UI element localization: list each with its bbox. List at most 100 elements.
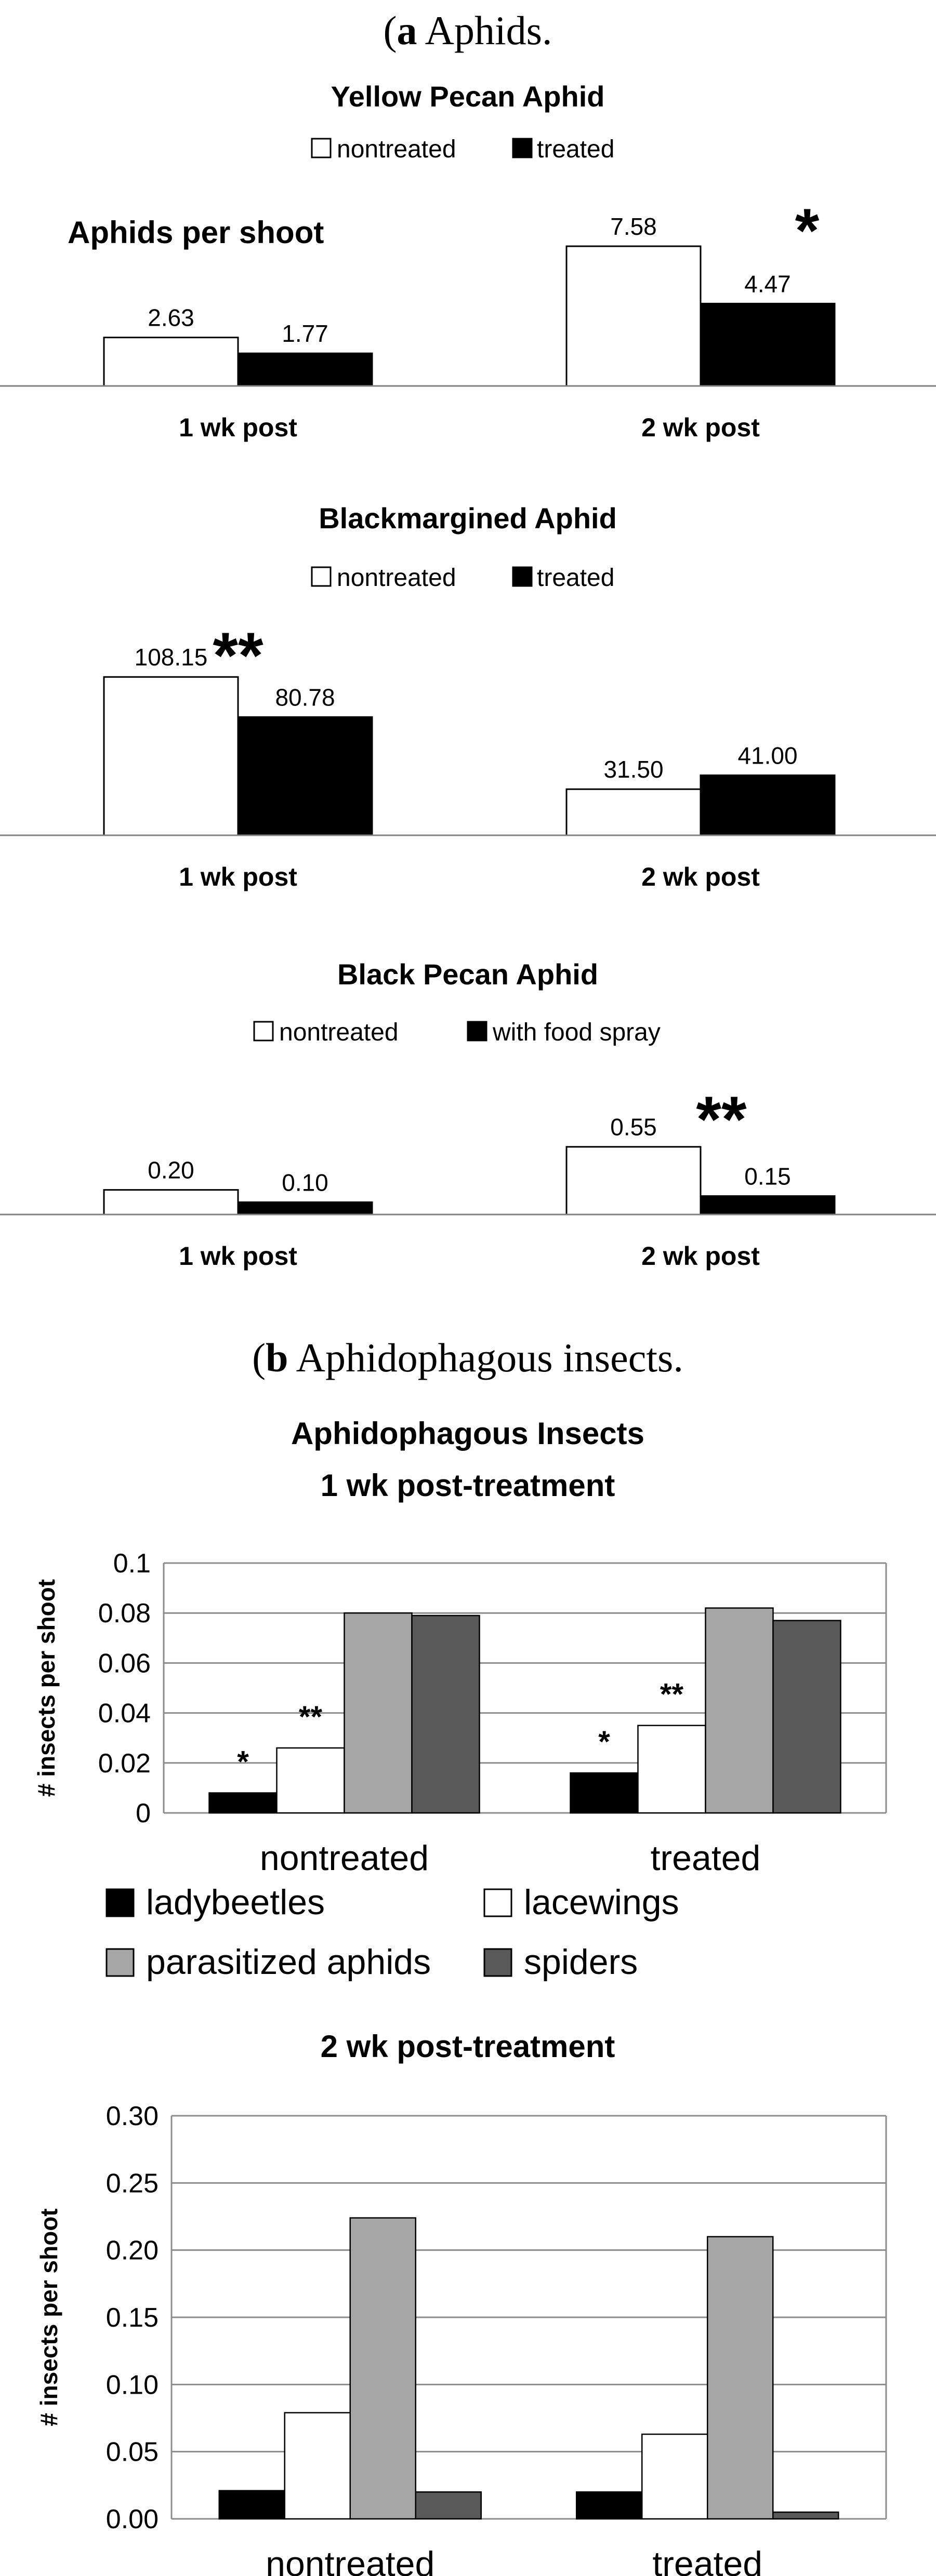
data-label: 1.77 xyxy=(282,320,328,347)
significance-marker: ** xyxy=(696,1084,747,1156)
legend-swatch-nontreated xyxy=(311,138,332,158)
section-a-letter: a xyxy=(397,8,417,53)
chart-title: Yellow Pecan Aphid xyxy=(331,80,605,113)
bar-treated-1 xyxy=(700,774,836,836)
bar-nontreated-0 xyxy=(103,676,239,836)
legend-label-ladybeetles: ladybeetles xyxy=(146,1883,325,1922)
bar-ladybeetles-0 xyxy=(218,2490,285,2520)
legend-swatch-treated xyxy=(512,566,533,587)
legend-label-parasitized-aphids: parasitized aphids xyxy=(146,1942,431,1982)
yellow-pecan-aphid-chart: Yellow Pecan Aphid Aphids per shoot nontre… xyxy=(0,80,936,442)
bar-nontreated-0 xyxy=(103,337,239,387)
significance-marker: * xyxy=(795,196,820,265)
y-tick-label: 0.06 xyxy=(98,1648,151,1678)
chart-title: 2 wk post-treatment xyxy=(321,2029,615,2064)
legend-label-nontreated: nontreated xyxy=(279,1019,399,1046)
y-tick-label: 0.25 xyxy=(106,2168,159,2198)
category-label: 2 wk post xyxy=(641,862,760,891)
y-tick-label: 0.30 xyxy=(106,2101,159,2131)
bar-ladybeetles-1 xyxy=(570,1772,639,1814)
section-a-heading: (a Aphids. xyxy=(383,8,552,53)
data-label: 7.58 xyxy=(610,213,657,240)
y-tick-label: 0.15 xyxy=(106,2303,159,2333)
bar-lacewings-1 xyxy=(637,1725,706,1814)
data-label: 41.00 xyxy=(737,742,797,769)
significance-marker: ** xyxy=(299,1700,323,1734)
chart-title: Black Pecan Aphid xyxy=(337,958,598,991)
significance-marker: * xyxy=(598,1725,610,1759)
bar-spiders-0 xyxy=(415,2491,482,2520)
y-tick-label: 0.1 xyxy=(113,1549,151,1579)
legend-swatch-spiders xyxy=(483,1948,512,1977)
section-b-letter: b xyxy=(266,1335,288,1380)
y-tick-label: 0 xyxy=(136,1798,151,1828)
chart-subtitle: 1 wk post-treatment xyxy=(321,1468,615,1503)
legend-swatch-with-food-spray xyxy=(467,1021,487,1042)
bar-spiders-1 xyxy=(772,1620,841,1814)
blackmargined-aphid-chart: Blackmargined Aphid nontreated treated 108.… xyxy=(0,502,936,891)
legend-label-spiders: spiders xyxy=(524,1942,638,1982)
category-label: 1 wk post xyxy=(179,413,297,442)
significance-marker: ** xyxy=(213,620,263,692)
legend-swatch-ladybeetles xyxy=(106,1888,135,1917)
y-tick-label: 0.02 xyxy=(98,1749,151,1779)
data-label: 80.78 xyxy=(275,684,335,711)
aphidophagous-1wk-chart: Aphidophagous Insects 1 wk post-treatment… xyxy=(33,1416,887,1982)
bar-ladybeetles-0 xyxy=(208,1792,278,1814)
category-label: treated xyxy=(651,1838,761,1878)
category-label: treated xyxy=(652,2544,762,2576)
section-b-heading: (b Aphidophagous insects. xyxy=(252,1335,683,1380)
bar-lacewings-0 xyxy=(276,1747,345,1814)
section-b-text: Aphidophagous insects. xyxy=(288,1335,683,1380)
legend-swatch-parasitized-aphids xyxy=(106,1948,135,1977)
y-tick-label: 0.00 xyxy=(106,2504,159,2534)
data-label: 0.55 xyxy=(610,1114,657,1141)
legend-label-nontreated: nontreated xyxy=(337,136,456,163)
bar-parasitized-aphids-0 xyxy=(344,1612,413,1814)
data-label: 31.50 xyxy=(603,756,663,783)
bar-nontreated-1 xyxy=(565,245,702,387)
section-a-text: Aphids. xyxy=(417,8,552,53)
significance-marker: * xyxy=(237,1745,249,1779)
bar-spiders-1 xyxy=(772,2511,839,2520)
bar-with-food-spray-1 xyxy=(700,1195,836,1216)
data-label: 0.15 xyxy=(744,1163,791,1190)
y-tick-label: 0.04 xyxy=(98,1699,151,1729)
bar-spiders-0 xyxy=(411,1614,480,1814)
bar-parasitized-aphids-1 xyxy=(705,1607,774,1814)
bar-nontreated-0 xyxy=(103,1189,239,1216)
category-label: 2 wk post xyxy=(641,413,760,442)
legend-swatch-nontreated xyxy=(311,566,332,587)
data-label: 0.20 xyxy=(148,1157,194,1184)
y-tick-label: 0.08 xyxy=(98,1598,151,1629)
chart-title: Aphidophagous Insects xyxy=(291,1416,644,1451)
category-label: 2 wk post xyxy=(641,1242,760,1271)
aphidophagous-2wk-chart: 2 wk post-treatment 0.00 0.05 0.10 0.15 0.20 0… xyxy=(35,2029,887,2576)
bar-with-food-spray-0 xyxy=(237,1201,373,1216)
category-label: 1 wk post xyxy=(179,1242,297,1271)
y-axis-label: Aphids per shoot xyxy=(68,215,324,250)
bar-treated-0 xyxy=(237,352,373,387)
y-axis-label: # insects per shoot xyxy=(35,2208,62,2426)
category-label: 1 wk post xyxy=(179,862,297,891)
legend-label-treated: treated xyxy=(537,564,614,592)
black-pecan-aphid-chart: Black Pecan Aphid nontreated with food spr… xyxy=(0,958,936,1271)
legend-label-nontreated: nontreated xyxy=(337,564,456,592)
legend-swatch-lacewings xyxy=(483,1888,512,1917)
legend-label-treated: treated xyxy=(537,136,614,163)
significance-marker: ** xyxy=(660,1678,684,1712)
bar-parasitized-aphids-1 xyxy=(707,2236,774,2520)
bar-lacewings-1 xyxy=(641,2433,708,2520)
y-tick-label: 0.20 xyxy=(106,2236,159,2266)
legend-label-with-food-spray: with food spray xyxy=(492,1019,661,1046)
legend-swatch-treated xyxy=(512,138,533,158)
chart-title: Blackmargined Aphid xyxy=(319,502,617,535)
legend-swatch-nontreated xyxy=(253,1021,274,1042)
data-label: 0.10 xyxy=(282,1169,328,1196)
data-label: 4.47 xyxy=(744,270,791,297)
bar-treated-0 xyxy=(237,716,373,836)
y-tick-label: 0.05 xyxy=(106,2437,159,2467)
bar-ladybeetles-1 xyxy=(576,2491,643,2520)
bar-lacewings-0 xyxy=(284,2412,351,2520)
